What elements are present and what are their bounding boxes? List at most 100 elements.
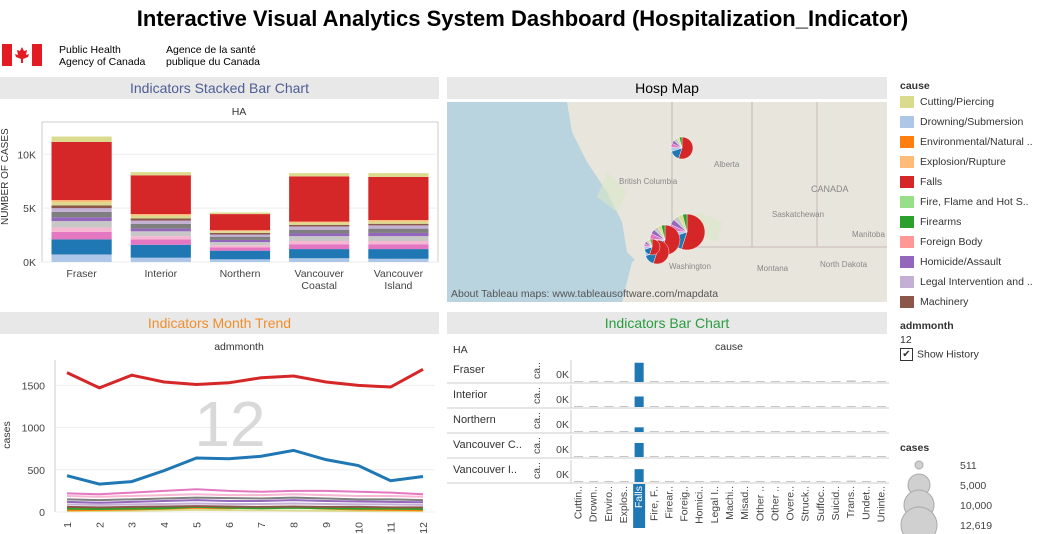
cause-bar[interactable]	[816, 431, 826, 432]
stacked-bar-segment[interactable]	[209, 212, 271, 215]
cause-bar[interactable]	[831, 381, 841, 382]
cause-bar[interactable]	[740, 481, 750, 482]
pie-slice[interactable]	[679, 136, 683, 149]
stacked-bar-segment[interactable]	[289, 176, 350, 222]
cause-bar[interactable]	[695, 381, 705, 382]
stacked-bar-segment[interactable]	[209, 259, 271, 262]
cause-bar[interactable]	[786, 381, 796, 382]
cause-bar[interactable]	[664, 406, 674, 407]
cause-x-tick[interactable]: Uninte..	[875, 486, 887, 522]
stacked-bar-segment[interactable]	[289, 241, 350, 245]
show-history-toggle[interactable]: ✔ Show History	[900, 348, 979, 361]
cause-bar[interactable]	[634, 469, 644, 482]
cause-bar[interactable]	[831, 481, 841, 482]
map-pie-markers[interactable]	[447, 102, 887, 302]
stacked-bar-segment[interactable]	[130, 218, 191, 221]
stacked-bar-segment[interactable]	[368, 258, 429, 262]
stacked-bar-segment[interactable]	[209, 247, 271, 251]
cause-bar[interactable]	[604, 431, 614, 432]
cause-bar[interactable]	[589, 431, 599, 432]
legend-item[interactable]: Cutting/Piercing	[900, 94, 1044, 114]
cause-x-tick[interactable]: Other ..	[769, 486, 781, 521]
bar-row-label[interactable]: Northern	[453, 414, 496, 426]
cause-bar[interactable]	[740, 431, 750, 432]
stacked-bar-segment[interactable]	[51, 141, 112, 201]
stacked-bar-segment[interactable]	[130, 231, 191, 237]
cause-bar[interactable]	[770, 456, 780, 457]
stacked-bar-segment[interactable]	[51, 200, 112, 203]
stacked-bar-segment[interactable]	[51, 231, 112, 240]
pie-slice[interactable]	[682, 213, 688, 233]
cause-bar[interactable]	[846, 406, 856, 407]
cause-bar[interactable]	[861, 406, 871, 407]
cause-x-tick[interactable]: Struck..	[800, 486, 812, 522]
stacked-bar-segment[interactable]	[368, 241, 429, 245]
cause-x-tick[interactable]: Cuttin..	[573, 486, 585, 519]
trend-series-line[interactable]	[66, 488, 424, 496]
trend-series-line[interactable]	[66, 508, 423, 513]
cause-bar[interactable]	[770, 381, 780, 382]
trend-series-line[interactable]	[66, 496, 424, 502]
cause-x-tick[interactable]: Homici..	[694, 486, 706, 524]
cause-bar[interactable]	[589, 481, 599, 482]
cause-x-tick[interactable]: Enviro..	[603, 486, 615, 522]
cause-x-tick[interactable]: Misad..	[739, 486, 751, 520]
bar-row-label[interactable]: Vancouver I..	[453, 464, 517, 476]
cause-bar[interactable]	[831, 456, 841, 457]
pie-slice[interactable]	[649, 238, 653, 248]
stacked-bar-segment[interactable]	[51, 211, 112, 218]
cause-bar[interactable]	[695, 431, 705, 432]
legend-item[interactable]: Explosion/Rupture	[900, 154, 1044, 174]
cause-bar[interactable]	[634, 362, 644, 382]
cause-bar[interactable]	[816, 456, 826, 457]
cause-bar[interactable]	[740, 381, 750, 382]
cause-x-tick[interactable]: Firear..	[663, 486, 675, 519]
stacked-bar-segment[interactable]	[130, 214, 191, 216]
stacked-bar-segment[interactable]	[209, 214, 271, 231]
cause-bar[interactable]	[649, 431, 659, 432]
cause-bar[interactable]	[876, 431, 886, 432]
stacked-bar-segment[interactable]	[289, 249, 350, 259]
cause-bar[interactable]	[680, 381, 690, 382]
stacked-bar-segment[interactable]	[51, 136, 112, 142]
cause-bar[interactable]	[770, 406, 780, 407]
cause-bar-chart[interactable]: ca.. 0K ca.. 0K ca.. 0K ca.. 0K ca.. 0K Cuttin.. Dr…	[447, 356, 889, 534]
legend-item[interactable]: Fire, Flame and Hot S..	[900, 194, 1044, 214]
cause-bar[interactable]	[574, 456, 584, 457]
cause-x-tick[interactable]: Suicid..	[830, 486, 842, 520]
trend-series-line[interactable]	[66, 493, 424, 498]
pie-slice[interactable]	[681, 213, 706, 251]
stacked-bar-segment[interactable]	[51, 221, 112, 228]
cause-bar[interactable]	[876, 456, 886, 457]
stacked-bar-segment[interactable]	[130, 228, 191, 232]
cause-bar[interactable]	[725, 406, 735, 407]
legend-item[interactable]: Firearms	[900, 214, 1044, 234]
legend-item[interactable]: Homicide/Assault	[900, 254, 1044, 274]
cause-bar[interactable]	[725, 481, 735, 482]
stacked-bar-segment[interactable]	[289, 226, 350, 230]
bar-row-label[interactable]: Vancouver C..	[453, 439, 522, 451]
cause-bar[interactable]	[755, 381, 765, 382]
stacked-bar-segment[interactable]	[289, 229, 350, 234]
cause-bar[interactable]	[574, 406, 584, 407]
cause-bar[interactable]	[801, 381, 811, 382]
cause-bar[interactable]	[604, 406, 614, 407]
cause-bar[interactable]	[786, 481, 796, 482]
cause-bar[interactable]	[634, 443, 644, 457]
cause-bar[interactable]	[861, 381, 871, 382]
bar-row-label[interactable]: Interior	[453, 389, 488, 401]
cause-bar[interactable]	[680, 406, 690, 407]
cause-x-tick[interactable]: Drown..	[588, 486, 600, 522]
cause-x-tick[interactable]: Explos..	[618, 486, 630, 523]
cause-bar[interactable]	[846, 480, 856, 482]
cause-bar[interactable]	[801, 406, 811, 407]
legend-item[interactable]: Falls	[900, 174, 1044, 194]
cause-bar[interactable]	[649, 481, 659, 482]
trend-series-line[interactable]	[66, 448, 424, 486]
cause-x-tick[interactable]: Fire, F..	[648, 486, 660, 521]
stacked-bar-segment[interactable]	[368, 228, 429, 233]
cause-bar[interactable]	[801, 456, 811, 457]
hosp-map[interactable]: Alberta British Columbia CANADA Saskatch…	[447, 102, 887, 302]
checkbox-icon[interactable]: ✔	[900, 348, 913, 361]
